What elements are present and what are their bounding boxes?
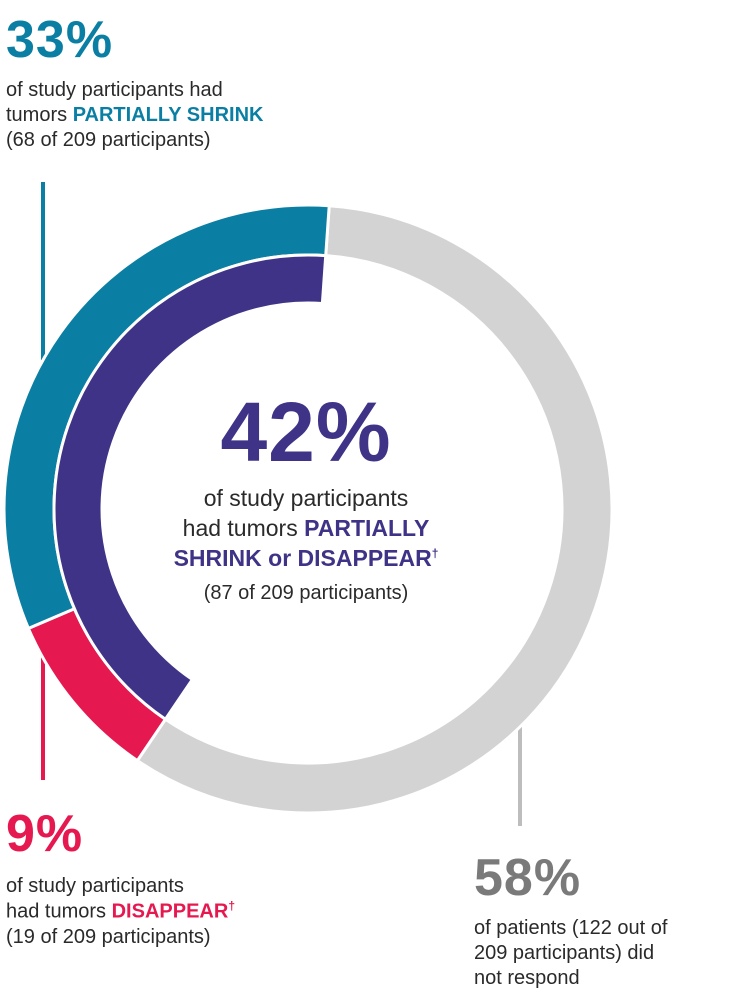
slice-combined-response: [52, 253, 328, 722]
partial-line2: tumors PARTIALLY SHRINK: [6, 103, 263, 128]
complete-highlight: DISAPPEAR: [111, 900, 229, 923]
center-line1: of study participants: [203, 485, 409, 511]
partial-line1: of study participants had: [6, 79, 223, 101]
center-line2-highlight: PARTIALLY: [304, 514, 430, 541]
partial-line3: (68 of 209 participants): [6, 129, 211, 151]
complete-line2: had tumors DISAPPEAR†: [6, 899, 235, 925]
complete-line1: of study participants: [6, 875, 184, 897]
complete-percent: 9%: [6, 805, 84, 863]
partial-description: of study participants had tumors PARTIAL…: [6, 78, 263, 153]
none-line1: of patients (122 out of: [474, 917, 668, 939]
center-dagger: †: [431, 546, 439, 561]
center-label: 42% of study participants had tumors PAR…: [100, 390, 512, 606]
inner-ring: [52, 253, 328, 722]
center-line2: had tumors PARTIALLY: [100, 514, 512, 544]
slice-no-response: [135, 204, 614, 815]
center-percent: 42%: [220, 385, 392, 479]
none-description: of patients (122 out of 209 participants…: [474, 916, 667, 991]
complete-dagger: †: [228, 899, 235, 913]
partial-line2-prefix: tumors: [6, 104, 73, 126]
center-line2-prefix: had tumors: [182, 514, 305, 541]
complete-description: of study participants had tumors DISAPPE…: [6, 874, 235, 950]
outer-ring: [2, 203, 614, 815]
center-line4: (87 of 209 participants): [203, 581, 409, 604]
none-line3: not respond: [474, 967, 580, 989]
center-line3-highlight: SHRINK or DISAPPEAR: [173, 544, 432, 571]
none-percent: 58%: [474, 849, 582, 907]
complete-line2-prefix: had tumors: [6, 900, 112, 923]
complete-line3: (19 of 209 participants): [6, 925, 211, 948]
partial-highlight: PARTIALLY SHRINK: [72, 104, 264, 126]
none-line2: 209 participants) did: [474, 942, 655, 964]
center-line3: SHRINK or DISAPPEAR†: [100, 544, 512, 574]
partial-percent: 33%: [6, 11, 114, 69]
